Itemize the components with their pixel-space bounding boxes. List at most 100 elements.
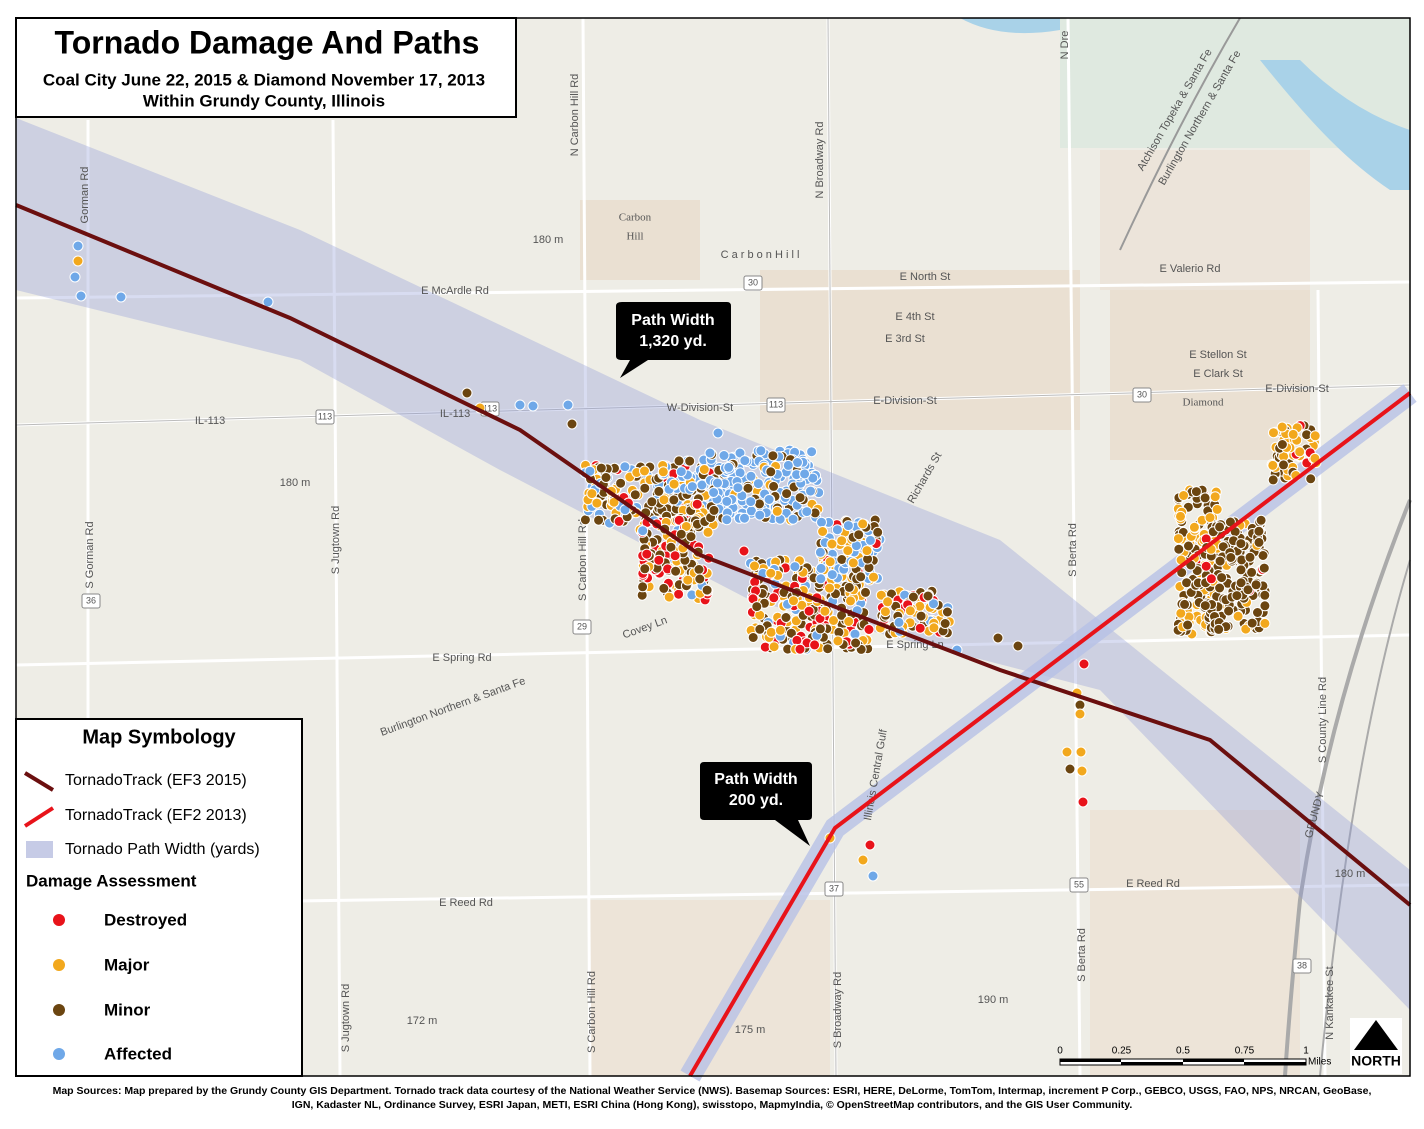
damage-point (768, 641, 780, 653)
damage-point (639, 465, 650, 477)
damage-point (1078, 658, 1090, 670)
damage-point (591, 497, 603, 509)
damage-point (843, 581, 855, 593)
route-shield-label: 55 (1074, 879, 1084, 889)
damage-point (673, 455, 685, 467)
map-label: S Berta Rd (1067, 523, 1079, 577)
damage-point (801, 506, 813, 518)
track-ef2-2013 (688, 391, 1412, 1078)
damage-point (805, 485, 816, 497)
damage-point (1190, 486, 1202, 498)
route-shield-label: 37 (829, 883, 839, 893)
damage-point (941, 606, 953, 618)
damage-point (708, 487, 720, 498)
route-shield-label: 36 (86, 595, 96, 605)
damage-point (739, 512, 750, 524)
route-shield (81, 593, 101, 609)
damage-point (754, 509, 766, 521)
damage-point (1246, 566, 1258, 578)
damage-point (1259, 600, 1271, 612)
map-label: E-Division-St (1265, 383, 1329, 395)
damage-point (721, 514, 733, 526)
damage-point (799, 468, 811, 480)
damage-point (1178, 490, 1190, 501)
route-shield-label: 30 (748, 277, 758, 287)
damage-point (72, 240, 84, 252)
legend-item: Affected (104, 1044, 172, 1063)
damage-point (619, 461, 631, 473)
map-label: 180 m (533, 234, 564, 246)
damage-point (682, 574, 694, 586)
damage-point (1267, 474, 1279, 486)
callout-text: 1,320 yd. (639, 333, 707, 350)
map-label: E North St (900, 271, 951, 283)
damage-point (1188, 521, 1200, 533)
town-area (1090, 810, 1300, 1076)
scale-bar-seg (1183, 1059, 1244, 1062)
map-label: E 4th St (895, 311, 934, 323)
map-label: E McArdle Rd (421, 285, 489, 297)
damage-point (815, 562, 827, 574)
damage-point (1061, 746, 1073, 758)
damage-point (781, 488, 793, 500)
damage-point (872, 526, 884, 538)
damage-point (1200, 560, 1212, 572)
damage-point (723, 461, 735, 473)
damage-point (1181, 577, 1193, 589)
scale-bar-seg (1244, 1062, 1306, 1065)
damage-point (653, 485, 665, 497)
legend: Map Symbology TornadoTrack (EF3 2015) To… (15, 718, 303, 1077)
damage-point (1244, 551, 1256, 563)
scale-tick-label: 0.75 (1235, 1046, 1255, 1057)
damage-point (1211, 503, 1223, 515)
damage-point (1214, 582, 1226, 594)
damage-point (1276, 421, 1288, 433)
damage-point (809, 639, 821, 651)
damage-point (1214, 555, 1226, 567)
map-label: N Kankakee St (1324, 966, 1336, 1039)
callout: Path Width 1,320 yd. (616, 302, 731, 378)
damage-point (75, 290, 87, 302)
damage-point (875, 589, 887, 601)
damage-point (803, 605, 815, 617)
track-ef3-2015 (15, 203, 1412, 907)
damage-point (819, 605, 831, 617)
route-shield (1069, 877, 1089, 893)
map-label: E Clark St (1193, 368, 1243, 380)
damage-point (1182, 619, 1194, 631)
map-label: E Stellon St (1189, 349, 1246, 361)
map-label: S Jugtown Rd (340, 984, 352, 1052)
damage-point (1183, 540, 1194, 552)
damage-point (845, 595, 856, 607)
damage-point (817, 526, 829, 537)
damage-point (853, 529, 865, 541)
callout-box (616, 302, 731, 378)
damage-point (752, 478, 764, 490)
legend-swatch (23, 771, 55, 792)
damage-point (586, 488, 598, 500)
damage-point (1209, 491, 1221, 503)
route-shield-label: 29 (577, 621, 587, 631)
damage-point (765, 466, 777, 478)
damage-point (593, 514, 605, 526)
damage-point (1250, 579, 1262, 591)
callout-text: 200 yd. (729, 792, 783, 809)
map-label: C a r b o n H i l l (721, 249, 800, 261)
map-label: 172 m (407, 1015, 438, 1027)
damage-point (789, 561, 801, 573)
damage-point (785, 627, 797, 639)
callout: Path Width 200 yd. (700, 762, 812, 846)
damage-point (646, 496, 658, 508)
legend-dot (53, 1004, 65, 1016)
damage-point (1172, 533, 1184, 545)
map-label: 180 m (280, 477, 311, 489)
damage-point (1253, 525, 1265, 537)
damage-point (767, 450, 779, 462)
map-label: Diamond (1183, 397, 1224, 409)
damage-point (1199, 600, 1211, 612)
damage-point (768, 480, 780, 492)
damage-point (907, 591, 919, 603)
map-label: W-Division-St (667, 402, 733, 414)
damage-point (1305, 473, 1317, 485)
